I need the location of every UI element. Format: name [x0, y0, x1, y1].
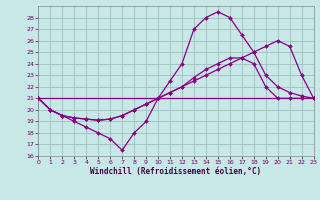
X-axis label: Windchill (Refroidissement éolien,°C): Windchill (Refroidissement éolien,°C)	[91, 167, 261, 176]
